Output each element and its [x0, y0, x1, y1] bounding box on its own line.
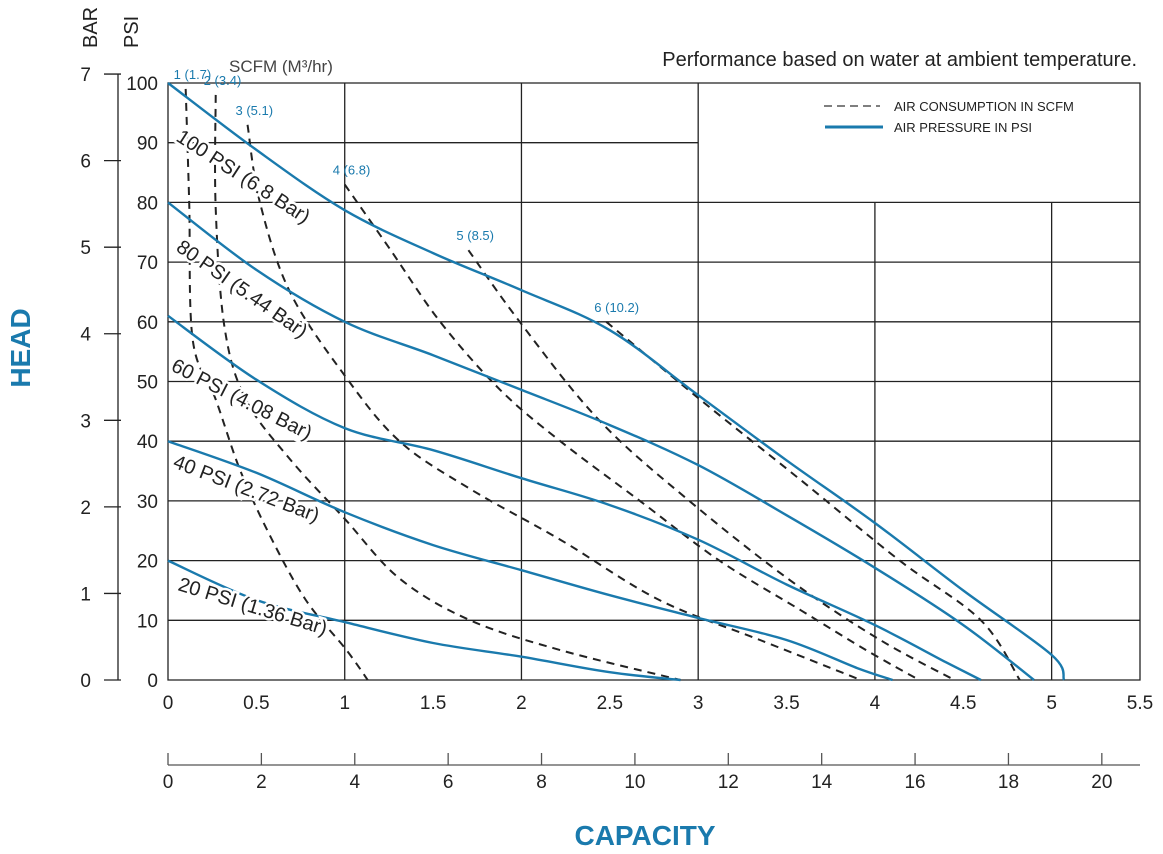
- x-tick-label: 3: [693, 693, 704, 714]
- bar-tick-label: 0: [80, 671, 91, 692]
- psi-tick-label: 80: [137, 193, 158, 214]
- air-curve-label: 6 (10.2): [594, 300, 639, 315]
- bar-tick-label: 5: [80, 238, 91, 259]
- axes: 0 0.5 1 1.5 2 2.5 3 3.5 4 4.5 5 5.50102030405060708…: [80, 65, 1153, 793]
- x-tick-label: 5.5: [1127, 693, 1153, 714]
- air-curve-label: 1 (1.7): [174, 67, 212, 82]
- pressure-curve-40: [167, 440, 893, 682]
- air-units-label: SCFM (M³/hr): [229, 57, 333, 76]
- bar-tick-label: 4: [80, 325, 91, 346]
- x2-tick-label: 10: [624, 772, 645, 793]
- curve-labels: 1 (1.7)2 (3.4) 3 (5.1) 4 (6.8) 5 (8.5) 6 (10…: [165, 67, 639, 642]
- pressure-curve-61: [167, 314, 982, 682]
- air-consumption-curves: [184, 88, 1021, 681]
- pressure-curve-20: [167, 559, 681, 682]
- legend: AIR CONSUMPTION IN SCFM AIR PRESSURE IN …: [824, 99, 1074, 135]
- psi-tick-label: 0: [147, 671, 158, 692]
- psi-tick-label: 100: [126, 74, 158, 95]
- x2-tick-label: 8: [536, 772, 547, 793]
- y-axis-title: HEAD: [5, 308, 36, 387]
- pressure-curve-label: 20 PSI (1.36 Bar): [176, 574, 330, 640]
- x2-tick-label: 18: [998, 772, 1019, 793]
- air-pressure-curves: [167, 82, 1066, 682]
- x-axis-title: CAPACITY: [574, 820, 715, 851]
- x2-tick-label: 16: [904, 772, 925, 793]
- x-tick-label: 1: [339, 693, 350, 714]
- psi-tick-label: 70: [137, 253, 158, 274]
- air-curve-6: [605, 321, 1021, 681]
- bar-tick-label: 3: [80, 411, 91, 432]
- pressure-curve-80: [167, 201, 1035, 681]
- bar-tick-label: 1: [80, 584, 91, 605]
- x2-tick-label: 2: [256, 772, 267, 793]
- psi-tick-label: 30: [137, 492, 158, 513]
- pressure-curve-label: 60 PSI (4.08 Bar): [168, 355, 316, 445]
- pressure-curve-label: 80 PSI (5.44 Bar): [172, 236, 311, 343]
- legend-air-label: AIR CONSUMPTION IN SCFM: [894, 99, 1074, 114]
- pressure-curve-label: 40 PSI (2.72 Bar): [170, 451, 322, 527]
- plot-frame: [167, 82, 1141, 681]
- psi-tick-label: 10: [137, 611, 158, 632]
- air-curve-label: 4 (6.8): [333, 162, 371, 177]
- psi-tick-label: 40: [137, 432, 158, 453]
- x2-tick-label: 12: [718, 772, 739, 793]
- psi-axis-unit: PSI: [121, 16, 143, 48]
- air-curve-5: [467, 249, 955, 681]
- x-tick-label: 1.5: [420, 693, 446, 714]
- legend-pressure-label: AIR PRESSURE IN PSI: [894, 120, 1032, 135]
- x2-tick-label: 4: [349, 772, 360, 793]
- psi-tick-label: 90: [137, 134, 158, 155]
- x2-tick-label: 6: [443, 772, 454, 793]
- bar-tick-label: 6: [80, 152, 91, 173]
- grid: [167, 82, 1141, 681]
- air-curve-4: [343, 183, 920, 681]
- bar-axis-unit: BAR: [80, 7, 102, 48]
- x-tick-label: 4: [870, 693, 881, 714]
- air-curve-label: 2 (3.4): [204, 73, 242, 88]
- x-tick-label: 5: [1046, 693, 1057, 714]
- air-curve-2: [214, 94, 681, 681]
- bar-tick-label: 2: [80, 498, 91, 519]
- bar-tick-label: 7: [80, 65, 91, 86]
- air-curve-label: 3 (5.1): [236, 103, 274, 118]
- air-curve-label: 5 (8.5): [456, 228, 494, 243]
- air-curve-1: [184, 88, 369, 681]
- x-tick-label: 3.5: [773, 693, 799, 714]
- x-tick-label: 2.5: [597, 693, 623, 714]
- x-tick-label: 4.5: [950, 693, 976, 714]
- x2-tick-label: 20: [1091, 772, 1112, 793]
- psi-tick-label: 20: [137, 552, 158, 573]
- air-curve-3: [246, 124, 862, 681]
- x2-tick-label: 0: [163, 772, 174, 793]
- chart-title: Performance based on water at ambient te…: [662, 49, 1137, 71]
- x-tick-label: 0.5: [243, 693, 269, 714]
- x2-tick-label: 14: [811, 772, 833, 793]
- x-tick-label: 2: [516, 693, 527, 714]
- psi-tick-label: 50: [137, 373, 158, 394]
- x-tick-label: 0: [163, 693, 174, 714]
- pressure-curve-100: [167, 82, 1066, 681]
- psi-tick-label: 60: [137, 313, 158, 334]
